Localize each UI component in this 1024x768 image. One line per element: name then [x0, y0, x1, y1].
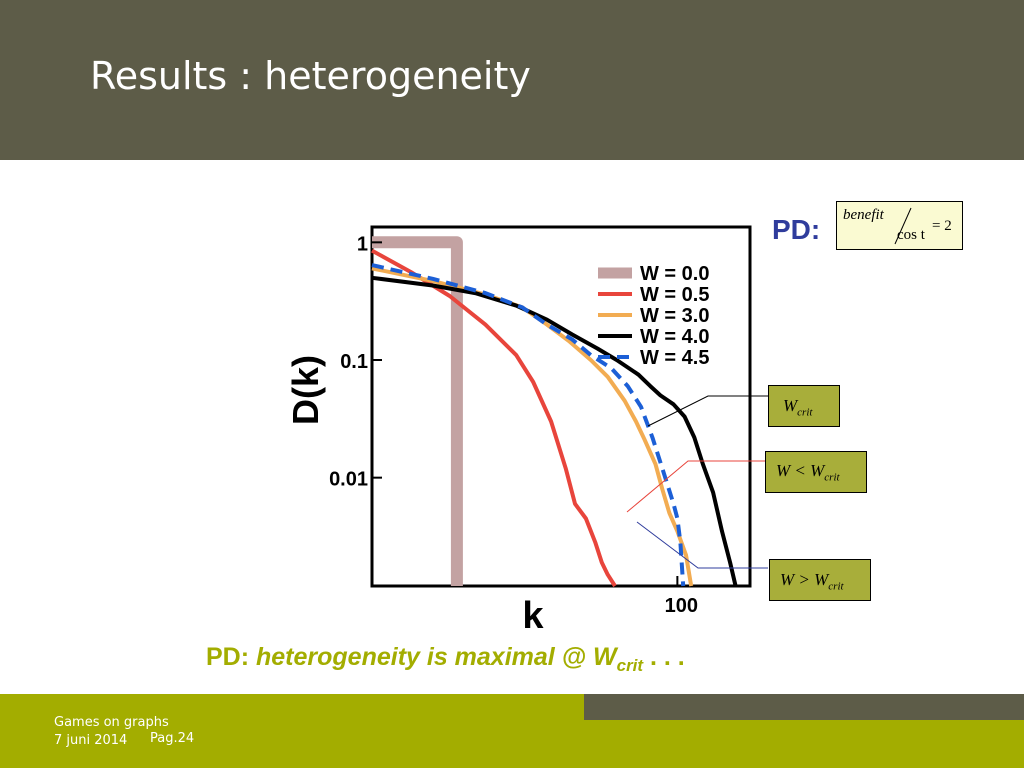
- w-less-main: W < W: [776, 461, 825, 480]
- formula-numerator: benefit: [843, 207, 884, 223]
- series-layer: [371, 236, 738, 588]
- footer-page: Pag.24: [150, 731, 195, 746]
- header-bar: [0, 0, 1024, 160]
- caption: PD: heterogeneity is maximal @ Wcrit . .…: [206, 643, 685, 676]
- formula-denominator: cos t: [897, 227, 925, 243]
- chart-legend: W = 0.0W = 0.5W = 3.0W = 4.0W = 4.5: [598, 263, 709, 369]
- footer-date: 7 juni 2014: [54, 733, 128, 748]
- caption-sub: crit: [616, 656, 644, 675]
- legend-label-4: W = 4.5: [640, 347, 709, 369]
- legend-label-2: W = 3.0: [640, 305, 709, 327]
- y-axis-label: D(k): [285, 355, 326, 425]
- connector-crit: [647, 395, 768, 427]
- series-line-3: [371, 275, 738, 587]
- connector-less: [626, 460, 765, 513]
- series-line-1: [371, 248, 617, 588]
- w-less-sub: crit: [824, 471, 840, 484]
- x-tick-label-0: 100: [665, 595, 698, 617]
- legend-label-0: W = 0.0: [640, 263, 709, 285]
- x-axis-label: k: [522, 595, 544, 637]
- series-line-4: [371, 263, 686, 587]
- formula-slash: [894, 207, 912, 245]
- connector-greater: [636, 521, 768, 569]
- tick-layer: 1 0.1 0.01 100: [329, 233, 698, 617]
- w-crit-main: W: [783, 396, 798, 415]
- footer-title: Games on graphs: [54, 715, 169, 730]
- y-tick-label-0: 1: [357, 233, 368, 255]
- y-tick-label-1: 0.1: [340, 351, 368, 373]
- w-greater-main: W > W: [780, 570, 829, 589]
- w-greater-sub: crit: [828, 580, 844, 593]
- w-crit-sub: crit: [797, 406, 813, 419]
- footer-accent-bar: [584, 694, 1024, 720]
- benefit-cost-formula: benefit cos t = 2: [836, 201, 963, 250]
- plot-frame: [370, 225, 752, 588]
- formula-equals: = 2: [932, 218, 952, 234]
- w-crit-box: Wcrit: [768, 385, 840, 427]
- slide-title: Results : heterogeneity: [90, 54, 531, 98]
- pd-label: PD:: [772, 214, 821, 245]
- legend-label-3: W = 4.0: [640, 326, 709, 348]
- legend-label-1: W = 0.5: [640, 284, 709, 306]
- y-tick-label-2: 0.01: [329, 469, 368, 491]
- caption-italic: heterogeneity is maximal @ W: [249, 643, 617, 671]
- caption-suffix: . . .: [643, 643, 685, 671]
- series-line-0: [372, 236, 463, 586]
- caption-prefix: PD:: [206, 643, 250, 671]
- w-less-crit-box: W < Wcrit: [765, 451, 867, 493]
- w-greater-crit-box: W > Wcrit: [769, 559, 871, 601]
